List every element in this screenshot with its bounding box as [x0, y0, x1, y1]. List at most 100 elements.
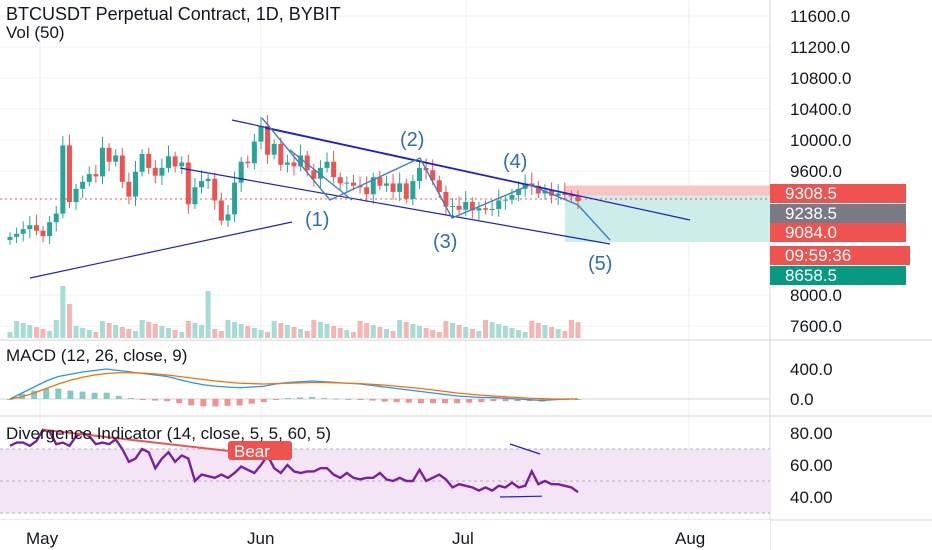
volume-bar [463, 327, 469, 338]
volume-bar [60, 286, 66, 338]
macd-tick-label: 400.0 [790, 360, 833, 379]
macd-histogram-bar [224, 399, 231, 406]
elliott-wave-path [261, 117, 611, 241]
macd-histogram-bar [43, 388, 50, 399]
candle-body [86, 174, 92, 182]
candle-body [271, 143, 277, 155]
volume-bar [575, 322, 581, 338]
price-tag [770, 184, 906, 203]
volume-bar [199, 325, 205, 338]
volume-bar [337, 328, 343, 338]
macd-histogram-bar [442, 399, 449, 404]
volume-bar [66, 304, 72, 338]
position-box[interactable] [0, 185, 770, 242]
volume-bar [410, 324, 416, 338]
candle-body [60, 145, 66, 214]
candle-body [179, 162, 185, 167]
volume-bar [80, 328, 86, 338]
macd-histogram-bar [272, 399, 279, 400]
price-tick-label: 7600.0 [790, 317, 842, 336]
candle-body [555, 193, 561, 196]
candle-body [469, 202, 475, 211]
wave-label: (5) [588, 253, 612, 275]
macd-legend: MACD (12, 26, close, 9) [6, 346, 188, 365]
macd-histogram-bar [55, 388, 62, 399]
candle-body [278, 143, 284, 165]
candle-body [192, 187, 198, 205]
candle-body [436, 180, 442, 192]
volume-bar [529, 321, 535, 338]
candle-body [370, 177, 376, 195]
candle-body [568, 195, 574, 197]
bear-label: Bear [234, 442, 270, 461]
candle-body [218, 200, 224, 221]
candle-body [172, 156, 178, 167]
candle-body [53, 213, 59, 223]
macd-histogram-bar [200, 399, 207, 407]
divergence-legend: Divergence Indicator (14, close, 5, 5, 6… [6, 424, 332, 443]
volume-bar [265, 332, 271, 338]
candle-body [119, 155, 125, 182]
volume-bar [159, 326, 165, 338]
candle-body [535, 185, 541, 194]
time-axis[interactable]: May Jun Jul Aug [0, 520, 770, 550]
volume-bar [7, 332, 13, 338]
macd-histogram-bar [333, 398, 340, 400]
volume-bar [278, 323, 284, 338]
price-tag [770, 246, 910, 265]
volume-bar [436, 332, 442, 338]
wave-label: (1) [305, 209, 329, 231]
candle-body [397, 183, 403, 192]
candle-body [113, 155, 119, 162]
volume-bar [93, 332, 99, 338]
candle-body [450, 205, 456, 207]
wave-label: (4) [503, 151, 527, 173]
candle-body [284, 162, 290, 165]
price-axis[interactable]: 11600.0 11200.0 10800.0 10400.0 10000.0 9600.… [770, 7, 910, 507]
volume-bar [298, 329, 304, 338]
volume-bar [258, 330, 264, 338]
candle-body [350, 182, 356, 186]
volume-bar [86, 330, 92, 338]
candle-body [483, 208, 489, 210]
volume-bar [364, 323, 370, 338]
macd-histogram-bar [405, 399, 412, 403]
candle-body [416, 167, 422, 182]
drawings[interactable] [29, 117, 691, 279]
stop-zone [565, 185, 770, 196]
candle-body [476, 208, 482, 211]
macd-histogram-bar [127, 397, 134, 399]
volume-bar [450, 323, 456, 338]
volume-bar [549, 327, 555, 338]
volume-bar [331, 326, 337, 338]
volume-bar [284, 325, 290, 338]
candle-body [383, 183, 389, 186]
candle-body [40, 230, 46, 237]
candle-body [298, 155, 304, 167]
macd-histogram-bar [393, 399, 400, 403]
volume-bar [397, 320, 403, 338]
volume-bar [47, 331, 53, 338]
macd-histogram-bar [297, 397, 304, 399]
candle-body [27, 225, 33, 230]
volume-bar [33, 327, 39, 338]
candle-body [132, 171, 138, 197]
volume-bar [132, 331, 138, 338]
candle-body [489, 208, 495, 210]
volume-bar [430, 330, 436, 338]
candle-body [73, 188, 79, 202]
price-tag-label: 9238.5 [785, 204, 837, 223]
price-tag [770, 223, 906, 242]
price-tag-label: 9084.0 [785, 223, 837, 242]
macd-histogram-bar [357, 399, 364, 400]
price-tag-label: 9308.5 [785, 184, 837, 203]
price-tag [770, 266, 906, 285]
price-tick-label: 8000.0 [790, 286, 842, 305]
volume-bar [126, 329, 132, 338]
time-tick-label: Jun [247, 529, 274, 548]
volume-bar [311, 320, 317, 338]
candle-body [199, 181, 205, 188]
candle-body [258, 126, 264, 142]
price-tick-label: 11200.0 [790, 38, 850, 57]
